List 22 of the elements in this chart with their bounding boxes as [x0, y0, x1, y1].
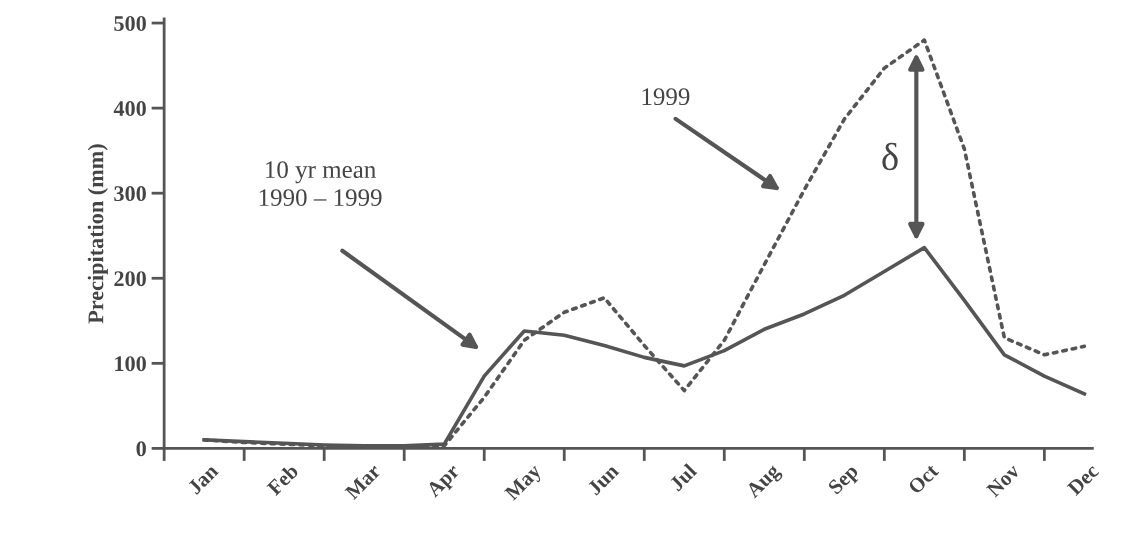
x-tick-label: Oct: [907, 462, 940, 495]
x-tick-label: Mar: [344, 463, 382, 501]
x-tick-label: Dec: [1066, 463, 1100, 497]
y-tick-label: 0: [136, 441, 146, 457]
x-tick-label: Sep: [827, 463, 862, 498]
annotation: 10 yr mean 1990 – 1999: [259, 161, 382, 207]
y-axis-title: Precipitation (mm): [87, 144, 108, 324]
y-tick-label: 400: [113, 101, 146, 117]
x-tick-label: May: [504, 462, 546, 505]
annotation: 1999: [642, 88, 690, 106]
y-tick-label: 100: [115, 356, 146, 372]
x-tick-label: Apr: [425, 463, 464, 501]
x-tick-label: Nov: [985, 462, 1021, 498]
x-tick-label: Aug: [745, 462, 784, 502]
annotation: δ: [882, 142, 898, 171]
y-tick-label: 500: [114, 15, 146, 31]
x-tick-label: Jun: [586, 463, 620, 496]
y-tick-label: 300: [114, 186, 146, 202]
y-tick-label: 200: [114, 271, 146, 287]
x-tick-label: Feb: [265, 462, 300, 497]
x-tick-label: Jul: [668, 462, 698, 492]
x-tick-label: Jan: [187, 463, 220, 495]
